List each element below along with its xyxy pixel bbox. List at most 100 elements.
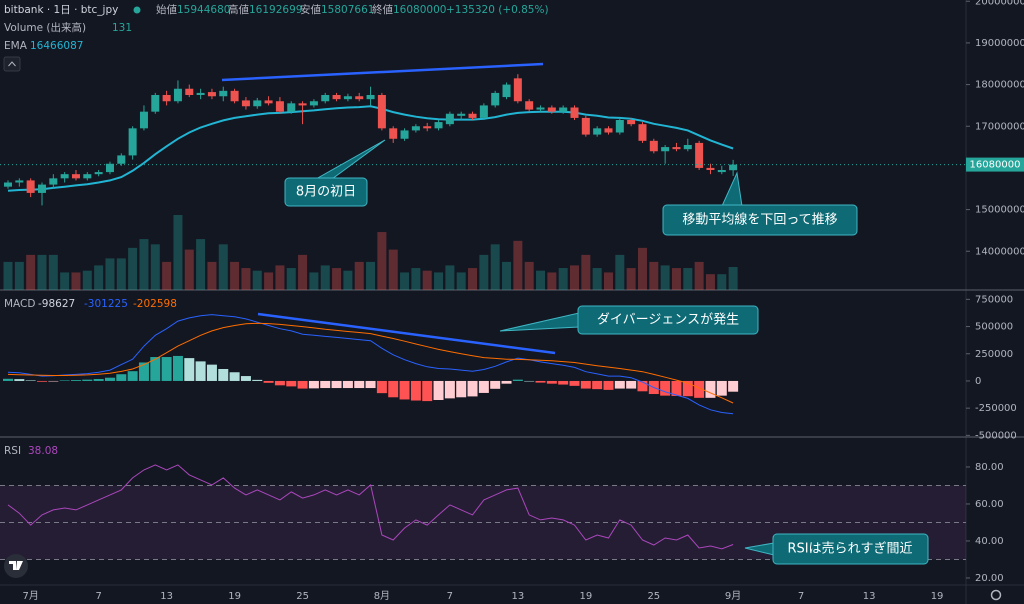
volume-bar [377,232,387,290]
macd-histogram-bar [592,380,603,390]
volume-bar [547,272,557,290]
collapse-button[interactable] [3,56,21,72]
y-tick-label: -250000 [975,403,1017,414]
volume-bar [94,265,104,290]
candle-body [287,103,296,112]
candle-body [525,101,534,110]
volume-bar [479,254,489,290]
candle-body [4,182,12,187]
candle-body [343,96,352,100]
macd-histogram-bar [25,380,36,381]
volume-bar [728,266,738,290]
callout-text: 移動平均線を下回って推移 [682,212,837,228]
settings-icon[interactable] [990,589,1002,601]
volume-bar [139,239,149,290]
candle-body [37,184,46,193]
macd-histogram-bar [48,380,59,382]
ohlc-value: 16080000 [393,4,446,16]
y-tick-label: -500000 [975,430,1017,441]
candle-body [253,100,262,107]
ema-value: 16466087 [30,40,83,52]
macd-histogram-bar [354,380,365,389]
candle-body [717,170,726,173]
macd-histogram-bar [478,380,489,393]
candle-body [241,100,250,107]
volume-bar [173,215,183,290]
candle-body [559,107,568,112]
macd-histogram-bar [671,380,682,396]
callout: 移動平均線を下回って推移 [662,171,858,236]
macd-hist-value: -98627 [38,298,75,310]
candle-body [162,95,171,102]
candle-body [49,178,58,185]
candle-body [264,100,273,104]
x-tick-label: 7 [447,591,453,602]
volume-bar [660,265,670,290]
volume-bar [434,272,444,290]
candle-body [615,120,624,133]
macd-histogram-bar [82,379,93,381]
candle-body [513,78,522,102]
candle-body [457,113,466,116]
ohlc-value: 16192699 [249,4,302,16]
candle-body [151,95,160,112]
candle-body [366,95,375,100]
candle-body [683,145,692,150]
volume-bar [105,258,115,290]
x-tick-label: 7 [95,591,101,602]
y-tick-label: 17000000 [975,121,1024,132]
volume-bar [196,239,206,290]
candle-body [207,92,216,97]
ohlc-label: 安値 [300,3,321,16]
volume-bar [717,274,727,290]
volume-bar [116,258,126,290]
volume-bar [649,261,659,290]
volume-bar [3,261,13,290]
collapse-button-box[interactable] [3,56,21,72]
y-tick-label: 250000 [975,349,1013,360]
candle-body [389,128,398,139]
x-tick-label: 19 [228,591,241,602]
ema-label: EMA [4,40,28,52]
candle-body [468,113,477,118]
volume-bar [536,270,546,290]
macd-histogram-bar [694,380,705,398]
callout: 8月の初日 [284,139,386,207]
macd-histogram-bar [580,380,591,389]
y-tick-label: 20000000 [975,0,1024,7]
x-tick-label: 9月 [725,590,741,602]
volume-bar [150,244,160,290]
trend-line [221,62,544,82]
candle-body [593,128,602,135]
macd-value: -301225 [84,298,128,310]
volume-bar [218,244,228,290]
volume-value: 131 [112,22,132,34]
volume-bar [388,249,398,290]
candle-body [695,142,704,168]
macd-histogram-bar [558,380,569,385]
settings-button[interactable] [990,589,1002,601]
macd-histogram-bar [93,379,104,381]
macd-histogram-bar [3,378,13,381]
volume-bar [14,261,24,290]
macd-histogram-bar [626,380,637,389]
macd-histogram-bar [252,379,263,381]
macd-histogram-bar [422,380,433,402]
volume-bar [264,272,274,290]
candle-body [581,117,590,135]
macd-histogram-bar [637,380,648,392]
macd-histogram-bar [682,380,693,397]
trend-line [257,312,556,355]
volume-bar [705,274,715,290]
macd-histogram-bar [490,380,501,389]
candle-body [649,140,658,152]
volume-bar [671,268,681,290]
volume-bar [366,261,376,290]
callout-box [662,204,858,236]
x-tick-label: 13 [160,591,173,602]
volume-bar [592,268,602,290]
macd-histogram-bar [229,372,240,381]
candle-body [355,96,364,100]
